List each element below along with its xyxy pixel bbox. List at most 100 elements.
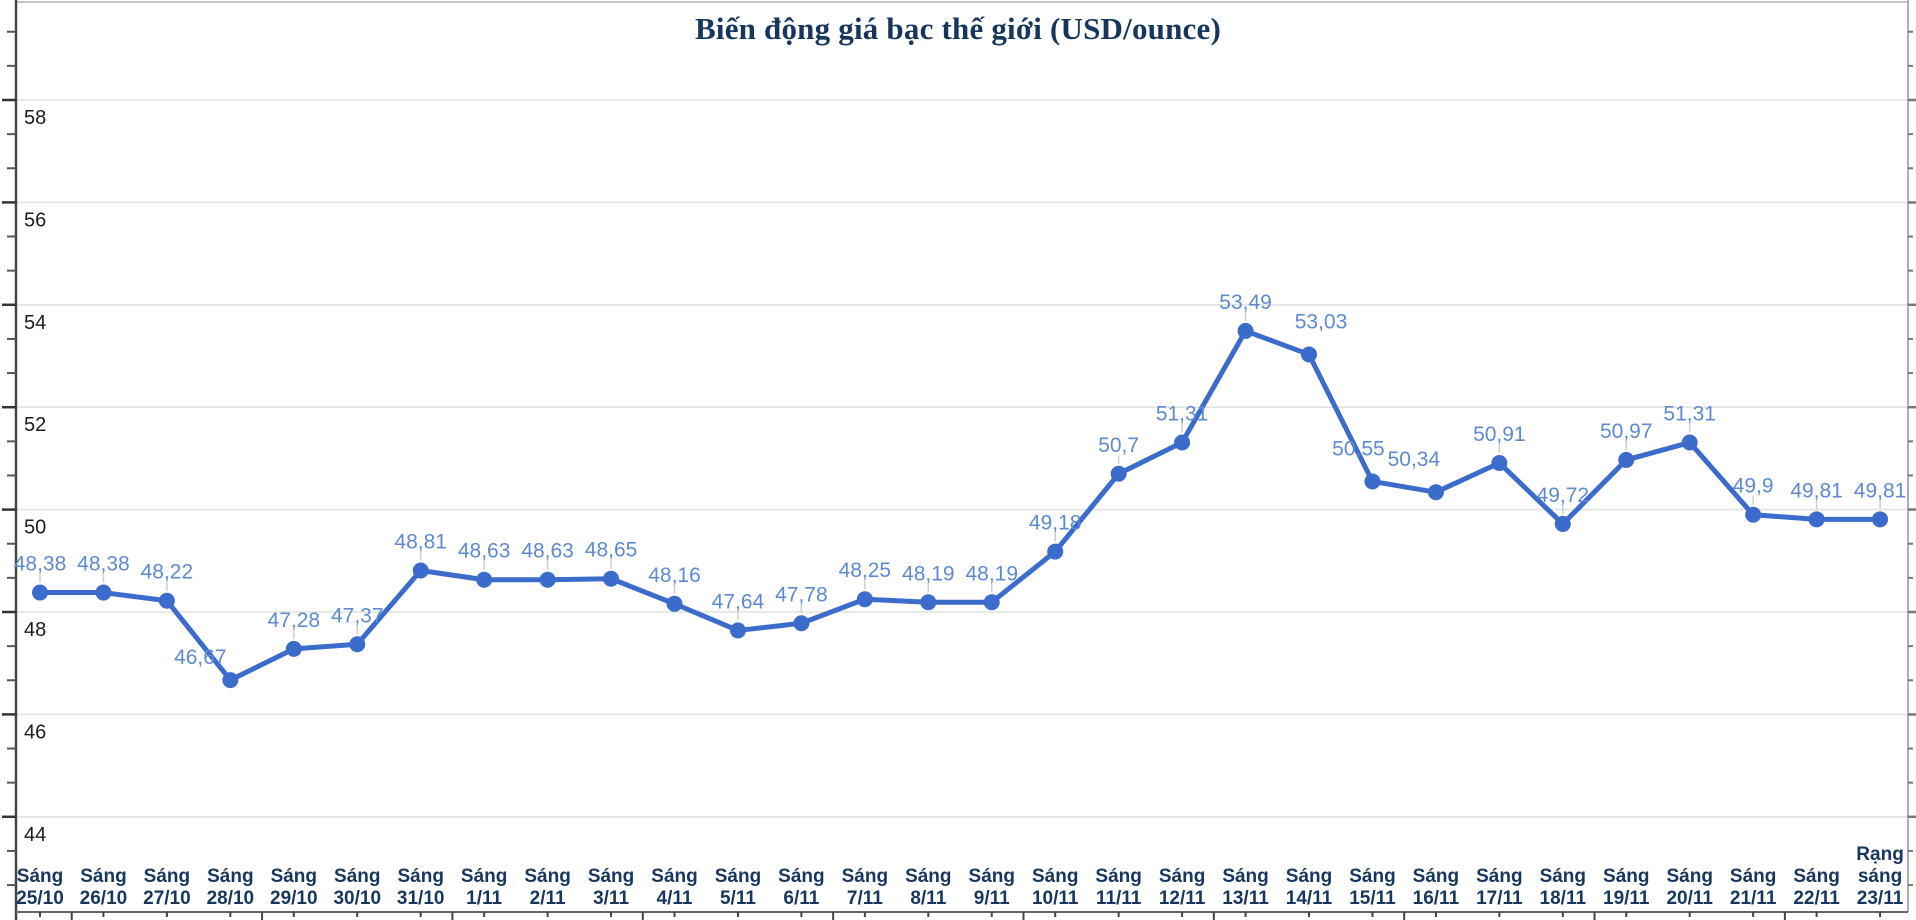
x-axis-category-label: Sáng 31/10	[397, 866, 445, 909]
data-point[interactable]	[1237, 322, 1254, 339]
x-axis-category-label: Sáng 1/11	[461, 866, 507, 909]
data-point[interactable]	[603, 570, 620, 587]
x-axis-category-label: Sáng 8/11	[905, 866, 951, 909]
data-point-label: 47,78	[775, 583, 828, 606]
data-point-label: 48,19	[902, 562, 955, 585]
data-point[interactable]	[1174, 434, 1191, 451]
y-axis-tick-label: 50	[24, 517, 46, 539]
data-point[interactable]	[1554, 515, 1571, 532]
data-point-label: 47,64	[712, 590, 765, 613]
data-point[interactable]	[856, 591, 873, 608]
x-axis-category-label: Sáng 21/11	[1730, 866, 1777, 909]
data-point[interactable]	[1681, 434, 1698, 451]
data-point-label: 50,91	[1473, 423, 1526, 446]
data-point-label: 49,81	[1790, 479, 1843, 502]
data-point[interactable]	[1491, 455, 1508, 472]
y-axis-tick-label: 56	[24, 209, 46, 231]
data-point[interactable]	[1745, 506, 1762, 523]
x-axis-category-label: Sáng 26/10	[80, 866, 128, 909]
x-axis-category-label: Sáng 19/11	[1603, 866, 1650, 909]
data-point[interactable]	[1364, 473, 1381, 490]
chart-title: Biến động giá bạc thế giới (USD/ounce)	[695, 11, 1221, 46]
data-point[interactable]	[729, 622, 746, 639]
data-point[interactable]	[1301, 346, 1317, 363]
data-point-label: 53,49	[1219, 291, 1272, 314]
x-axis-category-label: Sáng 27/10	[143, 866, 191, 909]
data-point[interactable]	[95, 584, 112, 601]
y-axis-tick-label: 58	[24, 107, 46, 129]
data-point[interactable]	[1427, 484, 1444, 501]
x-axis-category-label: Sáng 7/11	[842, 866, 888, 909]
data-point-label: 50,34	[1388, 448, 1441, 471]
data-point-label: 48,63	[458, 540, 511, 563]
data-point[interactable]	[476, 571, 493, 588]
data-point-label: 50,97	[1600, 420, 1653, 443]
data-point-label: 48,25	[839, 559, 892, 582]
data-point-label: 48,19	[965, 562, 1018, 585]
x-axis-category-label: Sáng 4/11	[651, 866, 697, 909]
data-point-label: 48,38	[14, 553, 67, 576]
data-point-label: 46,67	[174, 646, 227, 669]
x-axis-category-label: Sáng 16/11	[1413, 866, 1460, 909]
x-axis-category-label: Sáng 5/11	[715, 866, 761, 909]
y-axis-tick-label: 54	[24, 312, 46, 334]
data-point-label: 48,16	[648, 564, 701, 587]
data-point[interactable]	[666, 595, 683, 612]
x-axis-category-label: Sáng 17/11	[1476, 866, 1523, 909]
data-point[interactable]	[920, 594, 937, 611]
y-axis-tick-label: 52	[24, 414, 46, 436]
data-point-label: 48,81	[394, 531, 447, 554]
x-axis-category-label: Sáng 14/11	[1286, 866, 1333, 909]
data-point[interactable]	[1618, 451, 1635, 468]
x-axis-category-label: Sáng 10/11	[1032, 866, 1079, 909]
x-axis-category-label: Sáng 25/10	[16, 866, 64, 909]
data-point[interactable]	[1110, 465, 1127, 482]
price-series-line	[37, 328, 1883, 683]
data-point-label: 47,37	[331, 604, 384, 627]
x-axis-category-label: Sáng 20/11	[1666, 866, 1713, 909]
x-axis-category-label: Sáng 12/11	[1159, 866, 1206, 909]
data-point-label: 51,31	[1156, 403, 1209, 426]
data-point[interactable]	[983, 594, 1000, 611]
data-point[interactable]	[793, 615, 810, 632]
data-point[interactable]	[1047, 543, 1064, 560]
x-axis-category-label: Sáng 13/11	[1222, 866, 1269, 909]
x-axis-category-label: Sáng 18/11	[1540, 866, 1587, 909]
data-point[interactable]	[1808, 511, 1825, 528]
data-point[interactable]	[222, 672, 239, 689]
x-axis-category-label: Sáng 22/11	[1793, 866, 1840, 909]
data-point-label: 47,28	[268, 609, 321, 632]
y-axis-tick-label: 46	[24, 721, 46, 743]
data-point-label: 49,81	[1854, 479, 1907, 502]
x-axis-category-label: Sáng 28/10	[207, 866, 255, 909]
data-point-label: 49,18	[1029, 512, 1082, 535]
data-point-label: 51,31	[1663, 403, 1716, 426]
x-axis-category-label: Sáng 15/11	[1349, 866, 1396, 909]
data-point-label: 48,38	[77, 553, 130, 576]
data-point-label: 49,72	[1537, 484, 1590, 507]
x-axis-category-label: Sáng 9/11	[969, 866, 1015, 909]
x-axis-category-label: Rạng sáng 23/11	[1856, 844, 1904, 909]
y-axis-tick-label: 48	[24, 619, 46, 641]
x-axis-category-label: Sáng 30/10	[333, 866, 381, 909]
y-axis-tick-label: 44	[24, 824, 46, 846]
data-point[interactable]	[285, 640, 302, 657]
x-axis-category-label: Sáng 2/11	[524, 866, 570, 909]
x-axis-category-label: Sáng 11/11	[1095, 866, 1141, 909]
data-point-label: 49,9	[1733, 475, 1774, 498]
data-point[interactable]	[412, 562, 429, 579]
data-point-label: 50,55	[1332, 437, 1385, 460]
data-point-label: 48,63	[521, 540, 574, 563]
data-point-label: 48,65	[585, 539, 638, 562]
data-point[interactable]	[1872, 511, 1889, 528]
data-point-label: 53,03	[1295, 310, 1348, 333]
data-point[interactable]	[32, 584, 48, 601]
data-point-label: 50,7	[1098, 434, 1139, 457]
data-point-label: 48,22	[141, 561, 194, 584]
data-point[interactable]	[539, 571, 556, 588]
x-axis-category-label: Sáng 6/11	[778, 866, 824, 909]
x-axis-category-label: Sáng 3/11	[588, 866, 634, 909]
data-point[interactable]	[349, 636, 366, 653]
data-point[interactable]	[158, 592, 175, 609]
